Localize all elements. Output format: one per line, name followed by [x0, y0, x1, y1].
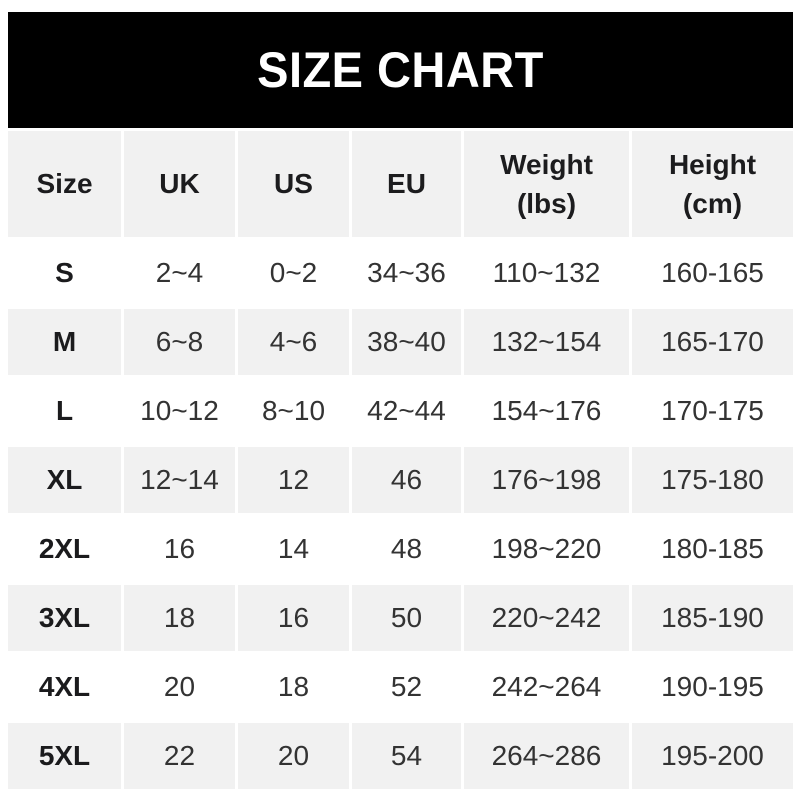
cell-uk: 6~8 — [124, 309, 235, 375]
title-banner: SIZE CHART — [8, 12, 793, 128]
cell-uk: 16 — [124, 516, 235, 582]
cell-uk: 10~12 — [124, 378, 235, 444]
cell-eu: 50 — [352, 585, 461, 651]
cell-uk: 12~14 — [124, 447, 235, 513]
size-table: Size UK US EU Weight (lbs) Height (cm) S… — [8, 131, 793, 789]
cell-height: 175-180 — [632, 447, 793, 513]
column-header-height: Height (cm) — [632, 131, 793, 237]
cell-height: 165-170 — [632, 309, 793, 375]
cell-size: 2XL — [8, 516, 121, 582]
cell-uk: 18 — [124, 585, 235, 651]
cell-uk: 20 — [124, 654, 235, 720]
cell-size: 4XL — [8, 654, 121, 720]
cell-weight: 154~176 — [464, 378, 629, 444]
column-header-uk: UK — [124, 131, 235, 237]
cell-weight: 110~132 — [464, 240, 629, 306]
cell-size: 5XL — [8, 723, 121, 789]
cell-us: 8~10 — [238, 378, 349, 444]
cell-height: 195-200 — [632, 723, 793, 789]
cell-eu: 38~40 — [352, 309, 461, 375]
cell-weight: 242~264 — [464, 654, 629, 720]
cell-weight: 176~198 — [464, 447, 629, 513]
column-header-weight: Weight (lbs) — [464, 131, 629, 237]
page-title: SIZE CHART — [257, 42, 544, 98]
cell-weight: 264~286 — [464, 723, 629, 789]
cell-size: XL — [8, 447, 121, 513]
cell-us: 16 — [238, 585, 349, 651]
cell-uk: 22 — [124, 723, 235, 789]
cell-eu: 46 — [352, 447, 461, 513]
cell-uk: 2~4 — [124, 240, 235, 306]
cell-eu: 52 — [352, 654, 461, 720]
cell-us: 18 — [238, 654, 349, 720]
cell-size: 3XL — [8, 585, 121, 651]
cell-eu: 48 — [352, 516, 461, 582]
cell-us: 4~6 — [238, 309, 349, 375]
cell-us: 14 — [238, 516, 349, 582]
cell-height: 160-165 — [632, 240, 793, 306]
column-header-eu: EU — [352, 131, 461, 237]
cell-weight: 220~242 — [464, 585, 629, 651]
cell-eu: 54 — [352, 723, 461, 789]
cell-us: 0~2 — [238, 240, 349, 306]
cell-weight: 198~220 — [464, 516, 629, 582]
cell-weight: 132~154 — [464, 309, 629, 375]
cell-height: 185-190 — [632, 585, 793, 651]
column-header-size: Size — [8, 131, 121, 237]
cell-us: 12 — [238, 447, 349, 513]
cell-height: 170-175 — [632, 378, 793, 444]
cell-eu: 42~44 — [352, 378, 461, 444]
cell-size: L — [8, 378, 121, 444]
cell-us: 20 — [238, 723, 349, 789]
cell-size: S — [8, 240, 121, 306]
cell-size: M — [8, 309, 121, 375]
column-header-us: US — [238, 131, 349, 237]
cell-height: 190-195 — [632, 654, 793, 720]
cell-eu: 34~36 — [352, 240, 461, 306]
cell-height: 180-185 — [632, 516, 793, 582]
